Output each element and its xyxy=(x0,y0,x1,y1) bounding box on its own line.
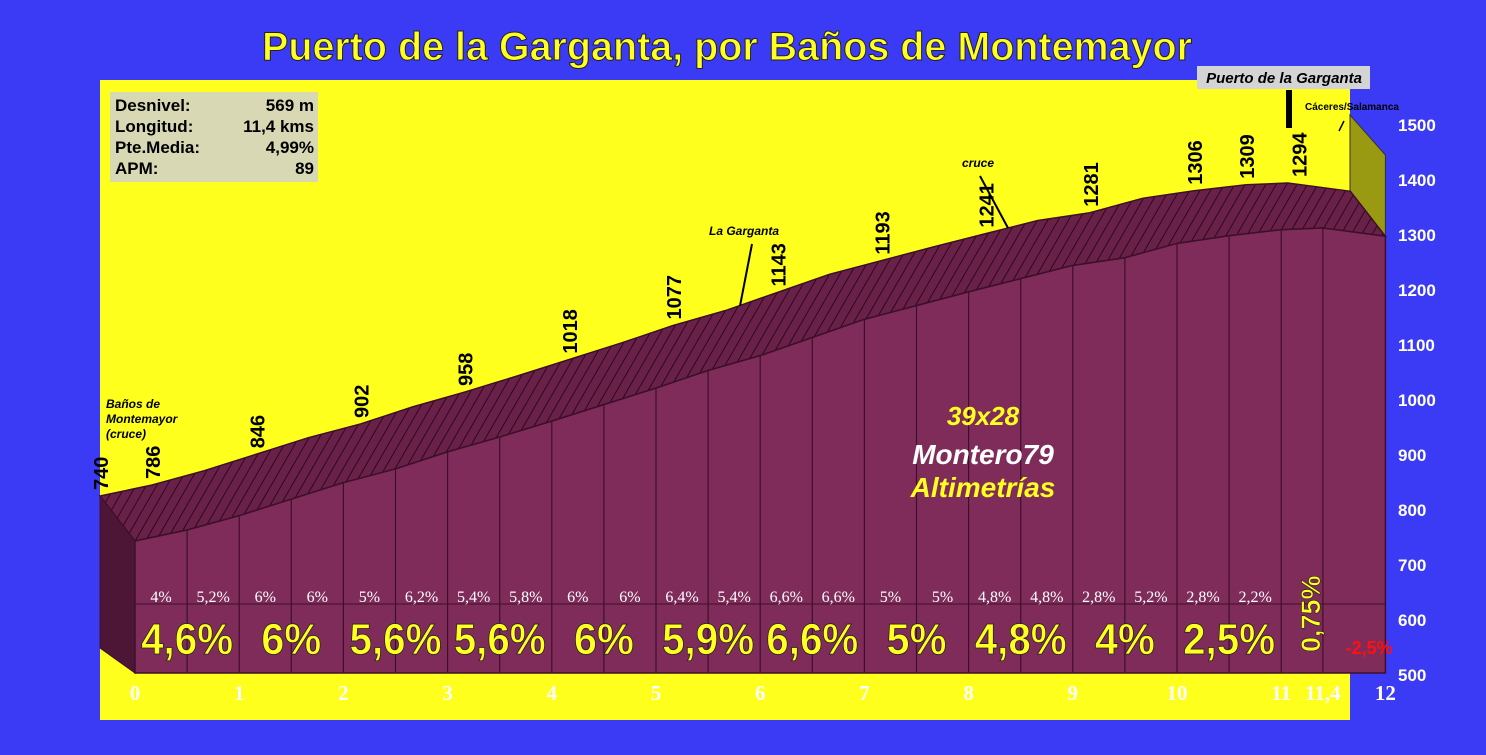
half-km-gradient: 5% xyxy=(880,589,901,606)
half-km-gradient: 6,4% xyxy=(665,589,698,606)
x-tick-label: 3 xyxy=(442,681,453,705)
stats-box: Desnivel: 569 m Longitud: 11,4 kms Pte.Med… xyxy=(110,92,318,182)
x-tick-label: 0 xyxy=(130,681,141,705)
half-km-gradient: 5,2% xyxy=(196,589,229,606)
x-tick-label: 11,4 xyxy=(1305,681,1341,705)
half-km-gradient: 2,8% xyxy=(1186,589,1219,606)
x-tick-label: 7 xyxy=(859,681,870,705)
altitude-label: 846 xyxy=(247,415,269,448)
x-tick-label: 9 xyxy=(1068,681,1079,705)
stat-row: APM: 89 xyxy=(115,159,314,178)
y-tick-label: 1400 xyxy=(1398,171,1436,190)
landmark-pointer xyxy=(979,175,1009,229)
half-km-gradient: 6% xyxy=(255,589,276,606)
x-tick-label: 2 xyxy=(338,681,349,705)
half-km-gradient: 5,4% xyxy=(457,589,490,606)
x-tick-label: 8 xyxy=(963,681,974,705)
half-km-gradient: 2,2% xyxy=(1238,589,1271,606)
half-km-gradient: 5,4% xyxy=(717,589,750,606)
y-tick-label: 500 xyxy=(1398,666,1426,685)
km-gradient: 5% xyxy=(887,615,947,664)
landmark-label-line: (cruce) xyxy=(106,427,146,441)
km-gradient: 6% xyxy=(261,615,321,664)
km-gradient: 5,6% xyxy=(350,615,442,664)
stat-row: Longitud: 11,4 kms xyxy=(115,117,314,136)
half-km-gradient: 5% xyxy=(932,589,953,606)
km-gradient: 6% xyxy=(574,615,634,664)
landmark-label: Cáceres/Salamanca xyxy=(1305,102,1399,113)
y-tick-label: 1500 xyxy=(1398,116,1436,135)
altitude-label: 902 xyxy=(352,385,374,418)
altitude-label: 1294 xyxy=(1289,132,1311,177)
x-tick-label: 11 xyxy=(1271,681,1291,705)
summit-label-box xyxy=(1197,66,1370,89)
x-tick-label: 5 xyxy=(651,681,662,705)
half-km-gradient: 6% xyxy=(567,589,588,606)
stat-row: Desnivel: 569 m xyxy=(115,96,314,115)
half-km-gradient: 6% xyxy=(619,589,640,606)
author-credit: Altimetrías xyxy=(910,472,1056,503)
x-tick-label: 4 xyxy=(547,681,558,705)
landmark-pointer xyxy=(739,243,753,307)
y-tick-label: 900 xyxy=(1398,446,1426,465)
altitude-label: 786 xyxy=(143,446,165,479)
km-gradient: 4,8% xyxy=(975,615,1067,664)
y-tick-label: 1200 xyxy=(1398,281,1436,300)
y-tick-label: 700 xyxy=(1398,556,1426,575)
km-gradient: 0,75% xyxy=(1296,575,1326,652)
half-km-gradient: 6,6% xyxy=(770,589,803,606)
y-tick-label: 800 xyxy=(1398,501,1426,520)
altitude-label: 1143 xyxy=(768,243,790,286)
altitude-label: 1077 xyxy=(664,275,686,320)
x-tick-label: 6 xyxy=(755,681,766,705)
chart-title: Puerto de la Garganta, por Baños de Mont… xyxy=(262,25,1192,69)
km-gradient: 4% xyxy=(1095,615,1155,664)
km-gradient: 5,6% xyxy=(454,615,546,664)
author-name: Montero79 xyxy=(912,439,1054,470)
landmark-pointer xyxy=(1338,120,1345,132)
x-tick-label: 1 xyxy=(234,681,245,705)
summit-label: Puerto de la Garganta xyxy=(1206,70,1362,87)
stat-row: Pte.Media: 4,99% xyxy=(115,138,314,157)
half-km-gradient: 5% xyxy=(359,589,380,606)
half-km-gradient: 4% xyxy=(150,589,171,606)
half-km-gradient: 5,8% xyxy=(509,589,542,606)
half-km-gradient: 5,2% xyxy=(1134,589,1167,606)
altitude-label: 1018 xyxy=(560,309,582,354)
half-km-gradient: 6% xyxy=(307,589,328,606)
landmark-label-line: Montemayor xyxy=(106,412,179,426)
half-km-gradient: 6,2% xyxy=(405,589,438,606)
altitude-label: 1193 xyxy=(873,211,895,254)
x-tick-label: 12 xyxy=(1375,681,1396,705)
landmark-label: La Garganta xyxy=(709,224,779,238)
half-km-gradient: 2,8% xyxy=(1082,589,1115,606)
altitude-label: 1309 xyxy=(1237,134,1259,179)
landmark-label-line: Baños de xyxy=(106,397,160,411)
landmark-label: cruce xyxy=(962,156,994,170)
y-tick-label: 600 xyxy=(1398,611,1426,630)
gear-ratio: 39x28 xyxy=(947,401,1020,431)
half-km-gradient: 4,8% xyxy=(1030,589,1063,606)
altitude-label: 1241 xyxy=(977,183,999,228)
half-km-gradient: 4,8% xyxy=(978,589,1011,606)
km-gradient: 5,9% xyxy=(662,615,754,664)
km-gradient: 4,6% xyxy=(141,615,233,664)
altitude-label: 740 xyxy=(91,457,113,490)
altitude-label: 958 xyxy=(456,353,478,386)
summit-marker xyxy=(1286,90,1292,128)
y-tick-label: 1300 xyxy=(1398,226,1436,245)
altitude-label: 1281 xyxy=(1081,162,1103,207)
km-gradient: 6,6% xyxy=(766,615,858,664)
y-tick-label: 1100 xyxy=(1398,336,1435,355)
y-tick-label: 1000 xyxy=(1398,391,1436,410)
km-gradient: 2,5% xyxy=(1183,615,1275,664)
half-km-gradient: 6,6% xyxy=(822,589,855,606)
altitude-label: 1306 xyxy=(1185,140,1207,185)
x-tick-label: 10 xyxy=(1167,681,1188,705)
km-gradient-negative: -2,5% xyxy=(1346,638,1393,658)
